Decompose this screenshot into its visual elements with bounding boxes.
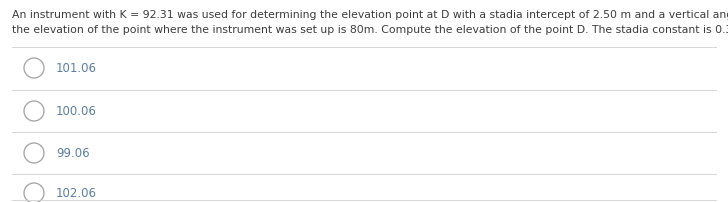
Text: 100.06: 100.06: [56, 105, 97, 118]
Text: An instrument with K = 92.31 was used for determining the elevation point at D w: An instrument with K = 92.31 was used fo…: [12, 10, 728, 20]
Text: 99.06: 99.06: [56, 147, 90, 160]
Text: 102.06: 102.06: [56, 187, 97, 200]
Text: 101.06: 101.06: [56, 62, 97, 75]
Text: the elevation of the point where the instrument was set up is 80m. Compute the e: the elevation of the point where the ins…: [12, 25, 728, 35]
